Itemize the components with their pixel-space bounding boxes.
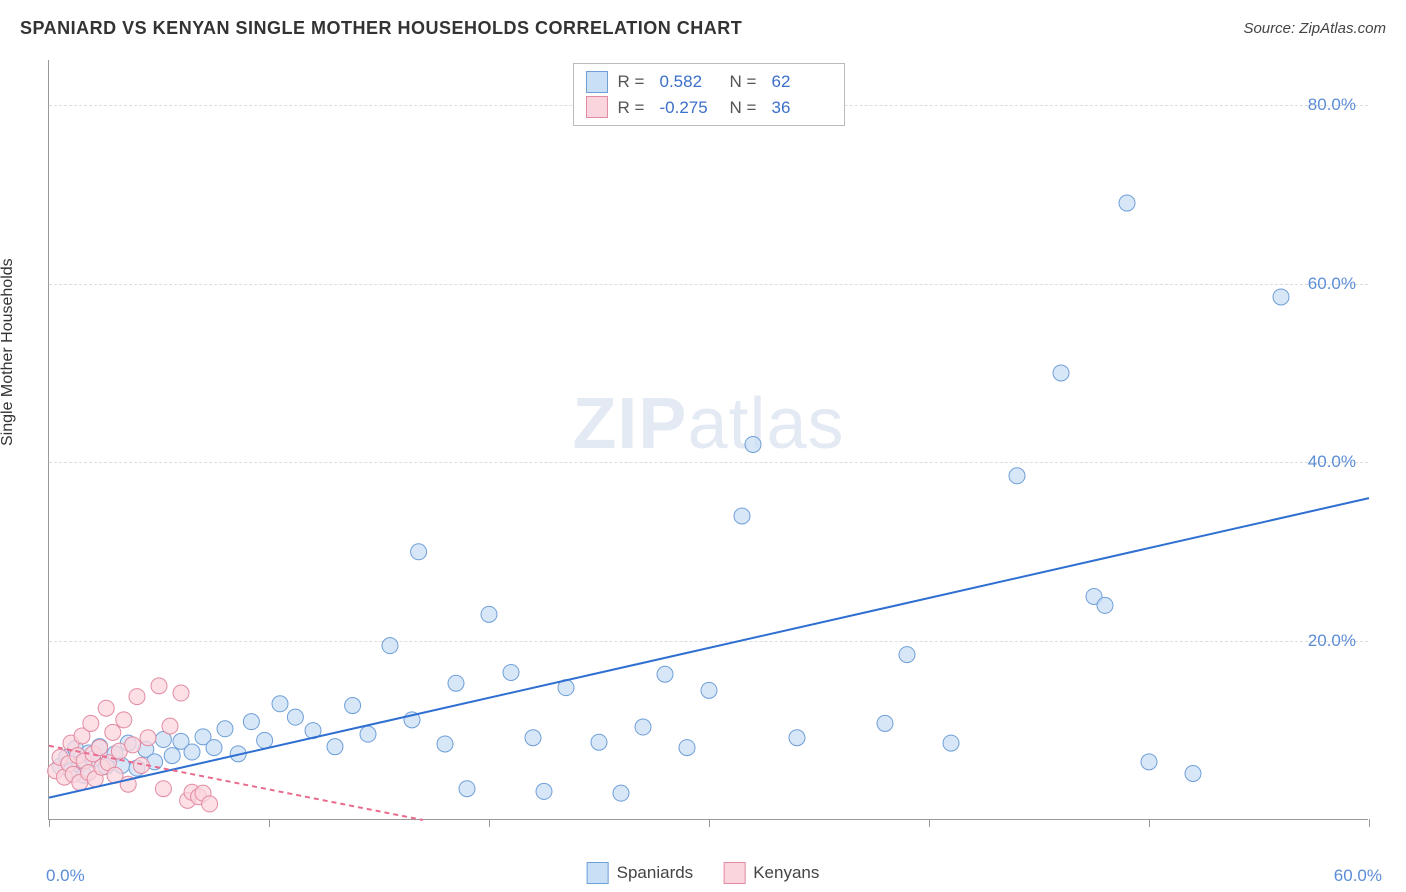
- legend-r-value: -0.275: [660, 95, 720, 121]
- legend-row: R = -0.275 N = 36: [586, 95, 832, 121]
- data-point: [657, 666, 673, 682]
- data-point: [105, 724, 121, 740]
- legend-r-value: 0.582: [660, 69, 720, 95]
- data-point: [129, 689, 145, 705]
- data-point: [459, 781, 475, 797]
- legend-r-label: R =: [618, 69, 650, 95]
- xtick: [1369, 819, 1370, 827]
- data-point: [943, 735, 959, 751]
- data-point: [734, 508, 750, 524]
- data-point: [877, 715, 893, 731]
- data-point: [360, 726, 376, 742]
- source-label: Source: ZipAtlas.com: [1243, 20, 1386, 37]
- data-point: [525, 730, 541, 746]
- data-point: [162, 718, 178, 734]
- y-axis-label: Single Mother Households: [0, 258, 17, 446]
- data-point: [1009, 468, 1025, 484]
- data-point: [98, 700, 114, 716]
- legend-n-value: 62: [772, 69, 832, 95]
- data-point: [635, 719, 651, 735]
- plot-area: ZIPatlas R =0.582N =62R =-0.275N =36 20.…: [48, 60, 1368, 820]
- ytick-label: 20.0%: [1308, 631, 1356, 651]
- legend-r-label: R =: [618, 95, 650, 121]
- legend-n-label: N =: [730, 69, 762, 95]
- data-point: [272, 696, 288, 712]
- data-point: [83, 715, 99, 731]
- data-point: [327, 739, 343, 755]
- legend-swatch: [586, 96, 608, 118]
- xtick: [929, 819, 930, 827]
- data-point: [679, 740, 695, 756]
- series-legend: Spaniards Kenyans: [587, 862, 820, 884]
- data-point: [257, 732, 273, 748]
- legend-row: R = 0.582 N = 62: [586, 69, 832, 95]
- data-point: [481, 606, 497, 622]
- x-min-label: 0.0%: [46, 866, 85, 886]
- data-point: [345, 698, 361, 714]
- data-point: [206, 740, 222, 756]
- data-point: [184, 744, 200, 760]
- legend-item: Spaniards: [587, 862, 694, 884]
- correlation-legend: R = 0.582 N = 62 R = -0.275 N = 36: [573, 63, 845, 126]
- data-point: [899, 647, 915, 663]
- data-point: [1273, 289, 1289, 305]
- data-point: [613, 785, 629, 801]
- data-point: [243, 714, 259, 730]
- data-point: [116, 712, 132, 728]
- data-point: [92, 740, 108, 756]
- legend-swatch: [723, 862, 745, 884]
- legend-n-value: 36: [772, 95, 832, 121]
- data-point: [173, 685, 189, 701]
- data-point: [503, 664, 519, 680]
- data-point: [448, 675, 464, 691]
- header: SPANIARD VS KENYAN SINGLE MOTHER HOUSEHO…: [20, 18, 1386, 39]
- trend-line: [49, 498, 1369, 798]
- data-point: [287, 709, 303, 725]
- legend-label: Spaniards: [617, 863, 694, 883]
- data-point: [1119, 195, 1135, 211]
- data-point: [1185, 766, 1201, 782]
- ytick-label: 60.0%: [1308, 274, 1356, 294]
- data-point: [1141, 754, 1157, 770]
- data-point: [382, 638, 398, 654]
- xtick: [489, 819, 490, 827]
- xtick: [269, 819, 270, 827]
- data-point: [745, 436, 761, 452]
- ytick-label: 80.0%: [1308, 95, 1356, 115]
- data-point: [164, 748, 180, 764]
- legend-swatch: [586, 71, 608, 93]
- data-point: [140, 730, 156, 746]
- data-point: [125, 737, 141, 753]
- data-point: [1097, 597, 1113, 613]
- ytick-label: 40.0%: [1308, 452, 1356, 472]
- data-point: [217, 721, 233, 737]
- legend-n-label: N =: [730, 95, 762, 121]
- legend-swatch: [587, 862, 609, 884]
- data-point: [155, 781, 171, 797]
- legend-label: Kenyans: [753, 863, 819, 883]
- data-point: [151, 678, 167, 694]
- xtick: [49, 819, 50, 827]
- chart-title: SPANIARD VS KENYAN SINGLE MOTHER HOUSEHO…: [20, 18, 742, 39]
- data-point: [1053, 365, 1069, 381]
- xtick: [709, 819, 710, 827]
- data-point: [591, 734, 607, 750]
- data-point: [536, 783, 552, 799]
- data-point: [789, 730, 805, 746]
- data-point: [437, 736, 453, 752]
- xtick: [1149, 819, 1150, 827]
- x-max-label: 60.0%: [1334, 866, 1382, 886]
- data-point: [411, 544, 427, 560]
- legend-item: Kenyans: [723, 862, 819, 884]
- data-point: [701, 682, 717, 698]
- data-point: [202, 796, 218, 812]
- chart-svg: [49, 60, 1368, 819]
